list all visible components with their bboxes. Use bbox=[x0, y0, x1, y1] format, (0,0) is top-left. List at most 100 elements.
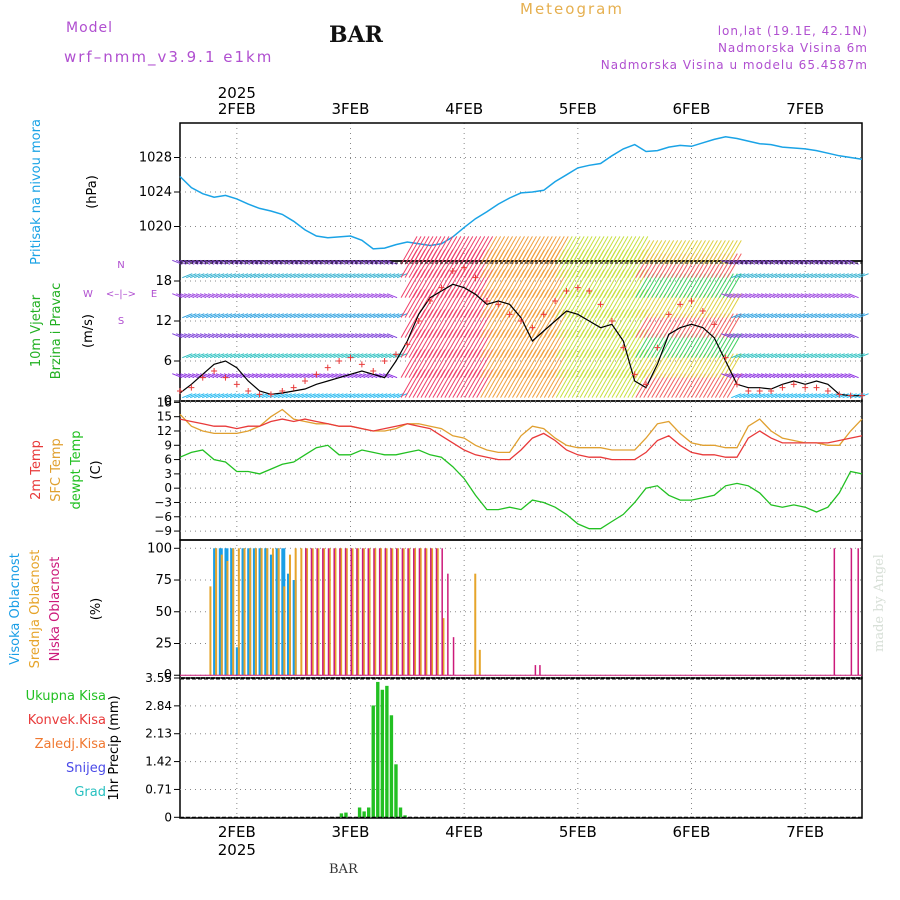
precip-legend-3: Snijeg bbox=[66, 761, 106, 776]
wind-arrow bbox=[275, 293, 286, 299]
wind-arrow bbox=[249, 313, 261, 319]
wind-arrow bbox=[440, 236, 458, 265]
wind-gust-marker bbox=[177, 388, 183, 394]
wind-arrow bbox=[209, 393, 221, 399]
wind-arrow bbox=[275, 333, 286, 339]
wind-arrow bbox=[679, 273, 694, 298]
wind-arrow bbox=[273, 353, 284, 359]
wind-arrow bbox=[295, 259, 306, 265]
wind-arrow bbox=[559, 236, 577, 265]
wind-arrow bbox=[365, 273, 376, 279]
wind-arrow bbox=[213, 353, 225, 359]
wind-gust-marker bbox=[381, 358, 388, 364]
wind-arrow bbox=[784, 259, 796, 265]
panel-frame-precip bbox=[179, 677, 863, 819]
wind-arrow bbox=[780, 333, 792, 339]
wind-arrow bbox=[291, 333, 302, 339]
wind-arrow bbox=[643, 333, 659, 358]
temp2m-label: 2m Temp bbox=[29, 440, 44, 500]
wind-arrow bbox=[794, 313, 806, 319]
wind-arrow bbox=[743, 313, 754, 319]
wind-arrow bbox=[706, 293, 722, 318]
wind-arrow bbox=[201, 393, 213, 399]
wind-arrow bbox=[341, 273, 352, 279]
wind-arrow bbox=[295, 373, 306, 379]
wind-arrow bbox=[259, 293, 270, 299]
wind-arrow bbox=[329, 393, 340, 399]
wind-gust-marker bbox=[745, 388, 752, 394]
mid-cloud-bar bbox=[266, 548, 269, 676]
wind-arrow bbox=[211, 293, 223, 299]
wind-arrow bbox=[297, 393, 308, 399]
wind-arrow bbox=[271, 293, 282, 299]
wind-arrow bbox=[373, 353, 384, 359]
wind-arrow bbox=[675, 373, 691, 398]
wind-arrow bbox=[317, 353, 328, 359]
wind-arrow bbox=[281, 313, 292, 319]
wind-arrow bbox=[555, 236, 573, 265]
wind-arrow bbox=[191, 333, 203, 339]
wind-arrow bbox=[295, 293, 306, 299]
wind-arrow bbox=[231, 373, 243, 379]
wind-arrow bbox=[766, 353, 778, 359]
wind-arrow bbox=[722, 253, 738, 278]
wind-arrow bbox=[243, 293, 255, 299]
wind-arrow bbox=[267, 373, 278, 379]
low-cloud-bar bbox=[350, 548, 352, 676]
wind-arrow bbox=[251, 333, 263, 339]
mid-cloud-bar bbox=[323, 548, 326, 676]
wind-arrow bbox=[279, 333, 290, 339]
wind-arrow bbox=[834, 273, 845, 279]
wind-arrow bbox=[257, 313, 269, 319]
wind-arrow bbox=[289, 313, 300, 319]
wind-arrow bbox=[699, 373, 714, 398]
wind-arrow bbox=[782, 353, 794, 359]
wind-arrow bbox=[587, 236, 605, 265]
wind-arrow bbox=[575, 236, 593, 265]
wind-arrow bbox=[388, 273, 400, 279]
wind-arrow bbox=[295, 333, 306, 339]
wind-arrow bbox=[752, 293, 764, 299]
wind-arrow bbox=[287, 373, 298, 379]
wind-arrow bbox=[209, 273, 221, 279]
y-tick-label: 1.42 bbox=[145, 755, 172, 769]
wind-arrow bbox=[810, 353, 822, 359]
wind-arrow bbox=[319, 333, 330, 339]
wind-arrow bbox=[289, 393, 300, 399]
x-tick-label-top: 4FEB bbox=[445, 100, 483, 118]
wind-arrow bbox=[647, 313, 663, 338]
wind-arrow bbox=[735, 393, 746, 399]
wind-arrow bbox=[323, 259, 334, 265]
wind-arrow bbox=[683, 333, 698, 358]
wind-arrow bbox=[846, 273, 857, 279]
wind-arrow bbox=[233, 313, 245, 319]
wind-arrow bbox=[687, 353, 702, 378]
wind-arrow bbox=[444, 236, 462, 265]
wind-gust-marker bbox=[483, 298, 490, 304]
wind-arrow bbox=[780, 293, 792, 299]
wind-arrow bbox=[207, 259, 219, 265]
wind-arrow bbox=[695, 293, 710, 318]
wind-arrow bbox=[263, 293, 274, 299]
mid-cloud-bar bbox=[345, 548, 348, 676]
wind-arrow bbox=[309, 313, 320, 319]
wind-arrow bbox=[820, 293, 831, 299]
mid-cloud-bar bbox=[478, 649, 481, 676]
low-cloud-bar bbox=[316, 548, 318, 676]
wind-arrow bbox=[790, 353, 802, 359]
wind-arrow bbox=[739, 393, 750, 399]
wind-arrow bbox=[255, 373, 267, 379]
wind-arrow bbox=[217, 393, 229, 399]
wind-arrow bbox=[679, 373, 694, 398]
wind-arrow bbox=[826, 353, 837, 359]
low-cloud-bar bbox=[850, 548, 853, 676]
wind-arrow bbox=[824, 373, 835, 379]
wind-arrow bbox=[758, 273, 770, 279]
wind-arrow bbox=[770, 353, 782, 359]
wind-arrow bbox=[303, 293, 314, 299]
wind-arrow bbox=[683, 353, 698, 378]
wind-gust-marker bbox=[552, 298, 559, 304]
wind-arrow bbox=[191, 259, 203, 265]
wind-arrow bbox=[351, 373, 362, 379]
wind-arrow bbox=[735, 273, 746, 279]
